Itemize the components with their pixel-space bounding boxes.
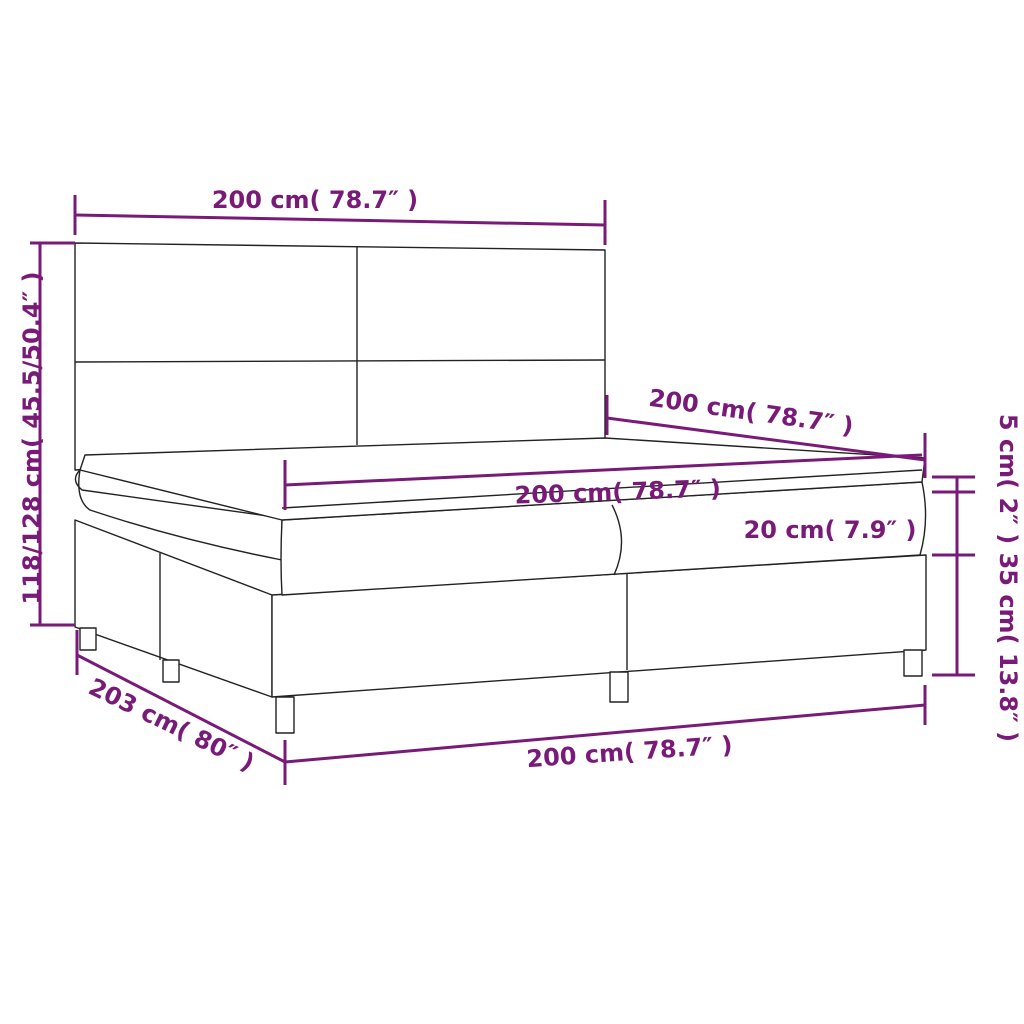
mattress-height-label: 20 cm( 7.9″ ) xyxy=(744,516,917,544)
mattress-seam xyxy=(611,504,623,576)
headboard-seam xyxy=(74,359,606,363)
leg xyxy=(162,659,180,683)
mattress xyxy=(74,469,283,561)
dimension-lines xyxy=(30,195,975,785)
leg xyxy=(609,671,629,703)
headboard-width-label: 200 cm( 78.7″ ) xyxy=(212,186,418,214)
topper xyxy=(79,437,926,521)
length-top-label: 200 cm( 78.7″ ) xyxy=(647,384,855,440)
headboard xyxy=(74,242,606,471)
topper-edge xyxy=(281,469,923,509)
total-length-label: 203 cm( 80″ ) xyxy=(84,673,258,777)
leg xyxy=(79,627,97,651)
total-height-label: 118/128 cm( 45.5/50.4″ ) xyxy=(18,271,46,604)
leg xyxy=(275,696,295,734)
leg xyxy=(903,649,923,677)
bed-drawing xyxy=(74,242,927,734)
mattress-front xyxy=(280,481,927,596)
topper-base-height-label: 5 cm( 2″ ) 35 cm( 13.8″ ) xyxy=(994,414,1022,742)
